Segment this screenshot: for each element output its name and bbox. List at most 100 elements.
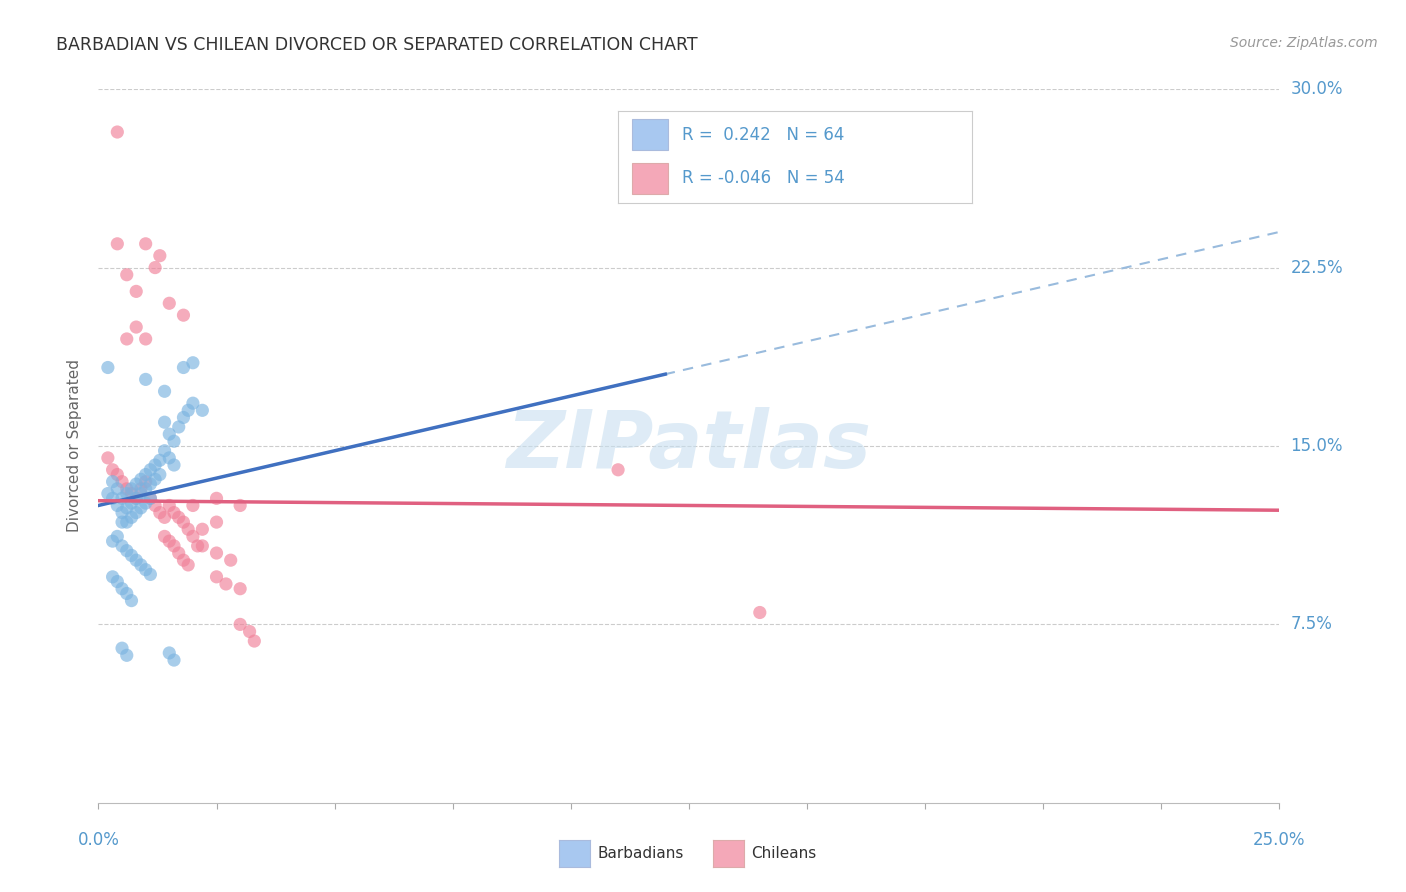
Point: [115, 486, 138, 500]
Point: [115, 648, 138, 663]
Point: [143, 472, 166, 486]
Point: [125, 491, 148, 506]
Point: [229, 499, 252, 513]
Point: [135, 496, 157, 510]
Point: [157, 450, 180, 465]
Point: [153, 529, 176, 543]
Point: [115, 500, 138, 515]
Point: [163, 434, 186, 449]
Text: Chileans: Chileans: [751, 847, 815, 861]
Point: [167, 546, 190, 560]
Point: [205, 546, 228, 560]
Point: [129, 500, 152, 515]
Point: [115, 332, 138, 346]
Point: [191, 522, 214, 536]
Point: [157, 646, 180, 660]
Point: [205, 570, 228, 584]
Point: [111, 515, 134, 529]
Point: [157, 499, 180, 513]
Point: [135, 236, 157, 251]
Point: [125, 553, 148, 567]
Point: [101, 463, 124, 477]
Point: [115, 586, 138, 600]
Point: [139, 491, 162, 506]
Point: [111, 641, 134, 656]
Point: [115, 543, 138, 558]
Point: [97, 450, 120, 465]
Point: [219, 553, 242, 567]
Point: [135, 475, 157, 489]
Text: ZIPatlas: ZIPatlas: [506, 407, 872, 485]
Bar: [633, 162, 668, 194]
Text: R = -0.046   N = 54: R = -0.046 N = 54: [682, 169, 845, 187]
Point: [229, 617, 252, 632]
Point: [129, 482, 152, 496]
Point: [229, 582, 252, 596]
Point: [101, 534, 124, 549]
Point: [135, 467, 157, 482]
Text: BARBADIAN VS CHILEAN DIVORCED OR SEPARATED CORRELATION CHART: BARBADIAN VS CHILEAN DIVORCED OR SEPARAT…: [56, 36, 697, 54]
Point: [101, 491, 124, 506]
Point: [163, 506, 186, 520]
Point: [191, 539, 214, 553]
Point: [191, 403, 214, 417]
Bar: [633, 119, 668, 151]
Point: [125, 285, 148, 299]
Point: [105, 236, 128, 251]
Point: [101, 570, 124, 584]
Point: [125, 320, 148, 334]
Point: [172, 308, 194, 322]
Point: [163, 653, 186, 667]
Point: [135, 332, 157, 346]
Point: [111, 582, 134, 596]
Point: [105, 499, 128, 513]
Point: [157, 427, 180, 442]
Point: [149, 249, 172, 263]
Point: [105, 125, 128, 139]
Point: [243, 634, 266, 648]
Point: [97, 486, 120, 500]
Point: [187, 539, 209, 553]
Point: [172, 360, 194, 375]
Point: [135, 372, 157, 386]
Point: [125, 506, 148, 520]
Point: [121, 593, 143, 607]
Point: [111, 475, 134, 489]
Y-axis label: Divorced or Separated: Divorced or Separated: [67, 359, 83, 533]
Point: [125, 477, 148, 491]
Point: [167, 420, 190, 434]
Point: [215, 577, 238, 591]
Point: [115, 268, 138, 282]
Point: [153, 415, 176, 429]
Point: [121, 486, 143, 500]
Point: [101, 475, 124, 489]
Point: [111, 491, 134, 506]
Text: Barbadians: Barbadians: [598, 847, 683, 861]
Text: Source: ZipAtlas.com: Source: ZipAtlas.com: [1230, 36, 1378, 50]
Point: [748, 606, 770, 620]
Point: [125, 491, 148, 506]
Point: [105, 529, 128, 543]
Point: [172, 553, 194, 567]
Text: 0.0%: 0.0%: [77, 830, 120, 848]
Point: [135, 563, 157, 577]
Point: [139, 491, 162, 506]
Point: [105, 574, 128, 589]
Point: [121, 510, 143, 524]
Point: [149, 467, 172, 482]
Point: [139, 463, 162, 477]
Point: [121, 482, 143, 496]
Point: [129, 486, 152, 500]
Point: [157, 296, 180, 310]
Point: [163, 539, 186, 553]
Point: [177, 403, 200, 417]
Point: [172, 410, 194, 425]
Point: [115, 515, 138, 529]
Point: [111, 506, 134, 520]
Point: [181, 396, 204, 410]
Point: [129, 558, 152, 572]
Point: [139, 567, 162, 582]
Point: [143, 458, 166, 472]
Point: [157, 534, 180, 549]
Point: [149, 506, 172, 520]
